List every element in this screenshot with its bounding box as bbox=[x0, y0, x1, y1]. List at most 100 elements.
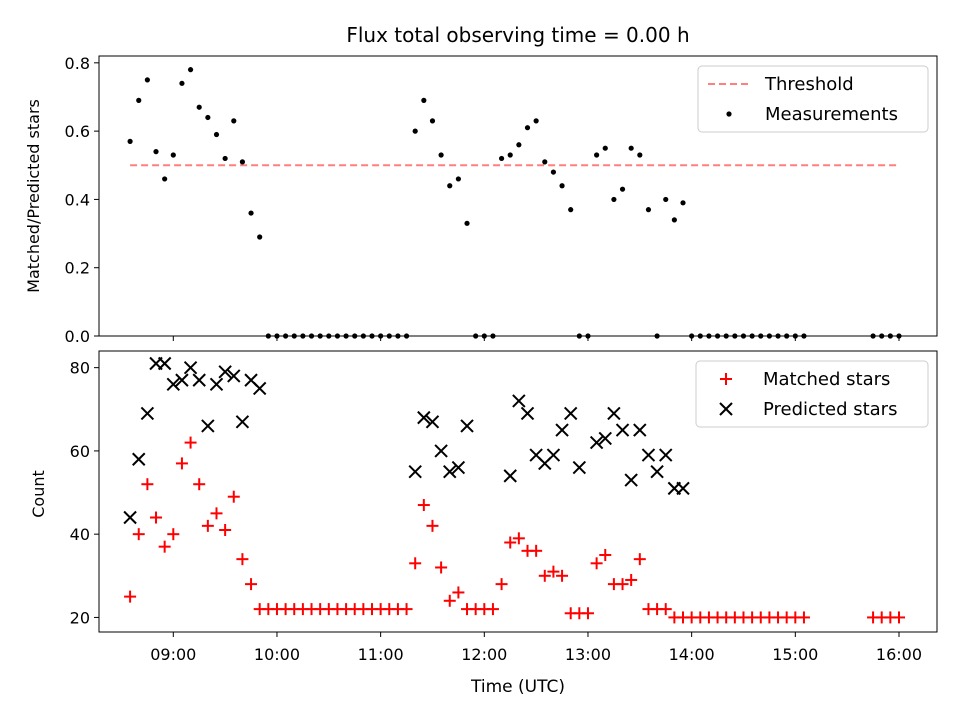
matched-star-point bbox=[452, 586, 465, 599]
predicted-star-point bbox=[676, 481, 690, 496]
predicted-star-point bbox=[434, 444, 448, 458]
matched-star-point bbox=[210, 507, 223, 520]
measurement-point bbox=[231, 118, 237, 124]
measurement-point bbox=[645, 207, 652, 213]
matched-star-point bbox=[219, 524, 232, 537]
bottom-y-ticks: 20 40 60 80 bbox=[70, 359, 99, 627]
top-title: Flux total observing time = 0.00 h bbox=[346, 23, 689, 47]
measurement-point bbox=[127, 138, 133, 144]
matched-star-point bbox=[409, 557, 422, 570]
predicted-star-point bbox=[615, 423, 630, 437]
predicted-star-point bbox=[218, 365, 232, 379]
bottom-x-tick-label: 12:00 bbox=[461, 645, 507, 664]
measurement-point bbox=[594, 152, 600, 158]
matched-star-point bbox=[175, 457, 188, 470]
bottom-x-tick-label: 09:00 bbox=[150, 645, 196, 664]
bottom-y-tick-label: 40 bbox=[70, 525, 90, 544]
top-y-ticks: 0.0 0.2 0.4 0.6 0.8 bbox=[65, 54, 99, 346]
measurement-point bbox=[524, 125, 531, 131]
predicted-star-point bbox=[589, 435, 604, 450]
measurement-point bbox=[680, 200, 686, 206]
matched-star-point bbox=[556, 569, 569, 582]
measurement-point bbox=[542, 159, 548, 165]
matched-star-point bbox=[150, 511, 163, 524]
predicted-star-point bbox=[227, 369, 241, 383]
bottom-x-tick-label: 15:00 bbox=[772, 645, 818, 664]
bottom-y-tick-label: 20 bbox=[70, 608, 90, 627]
predicted-star-point bbox=[520, 406, 535, 421]
measurement-point bbox=[611, 196, 617, 203]
top-axes-frame bbox=[98, 55, 938, 337]
measurement-point bbox=[550, 169, 557, 175]
matched-star-point bbox=[486, 603, 499, 616]
matched-star-point bbox=[417, 499, 430, 512]
matched-star-point bbox=[201, 519, 214, 532]
legend-predicted-marker bbox=[719, 402, 733, 416]
matched-star-point bbox=[426, 519, 439, 532]
predicted-star-point bbox=[451, 460, 466, 475]
top-legend-box bbox=[697, 65, 929, 133]
measurement-point bbox=[136, 97, 142, 103]
measurement-point bbox=[162, 176, 168, 182]
measurement-point bbox=[438, 152, 444, 158]
predicted-star-point bbox=[598, 431, 612, 446]
measurement-point bbox=[455, 176, 461, 182]
predicted-star-point bbox=[460, 419, 474, 433]
measurement-point bbox=[602, 145, 608, 151]
measurement-point bbox=[213, 131, 220, 138]
matched-star-point bbox=[547, 565, 560, 578]
measurement-point bbox=[671, 217, 677, 223]
legend-matched-label: Matched stars bbox=[763, 369, 890, 390]
measurement-point bbox=[559, 183, 565, 189]
predicted-star-point bbox=[157, 356, 172, 371]
bottom-legend: Matched stars Predicted stars bbox=[695, 360, 929, 428]
bottom-x-ticks: 09:00 10:00 11:00 12:00 13:00 14:00 15:00 16:00 bbox=[150, 632, 922, 664]
predicted-star-point bbox=[175, 373, 189, 387]
predicted-star-point bbox=[252, 381, 267, 396]
matched-star-point bbox=[659, 603, 672, 616]
top-y-tick-label: 0.2 bbox=[65, 259, 90, 278]
predicted-star-point bbox=[650, 465, 664, 479]
measurement-point bbox=[179, 80, 185, 86]
measurement-point bbox=[248, 210, 254, 216]
predicted-star-point bbox=[235, 415, 250, 429]
matched-star-point bbox=[538, 569, 551, 582]
legend-matched-marker bbox=[720, 373, 732, 385]
measurement-point bbox=[222, 155, 228, 162]
predicted-star-point bbox=[546, 448, 561, 462]
top-ylabel: Matched/Predicted stars bbox=[24, 99, 43, 293]
predicted-star-point bbox=[443, 465, 457, 479]
measurement-point bbox=[637, 152, 643, 158]
bottom-x-tick-label: 11:00 bbox=[358, 645, 404, 664]
predicted-star-point bbox=[572, 460, 587, 475]
matched-star-point bbox=[625, 573, 638, 586]
matched-star-point bbox=[530, 544, 543, 557]
top-y-tick-label: 0.4 bbox=[65, 190, 90, 209]
matched-star-point bbox=[167, 528, 180, 541]
predicted-star-point bbox=[123, 510, 137, 525]
matched-star-point bbox=[124, 590, 137, 603]
matched-star-point bbox=[599, 548, 612, 561]
bottom-axes-frame bbox=[98, 350, 938, 633]
predicted-star-point bbox=[166, 377, 181, 392]
matched-star-point bbox=[245, 578, 258, 591]
matched-star-point bbox=[797, 611, 810, 624]
matched-star-point bbox=[132, 528, 145, 541]
bottom-plot-area bbox=[123, 356, 905, 624]
matched-star-point bbox=[504, 536, 517, 549]
measurement-point bbox=[187, 67, 194, 73]
measurement-point bbox=[257, 234, 263, 240]
predicted-star-point bbox=[183, 360, 198, 375]
matched-star-point bbox=[495, 578, 508, 591]
measurement-point bbox=[568, 207, 574, 213]
matched-star-point bbox=[158, 540, 171, 553]
top-y-tick-label: 0.6 bbox=[65, 122, 90, 141]
predicted-star-point bbox=[140, 406, 155, 421]
predicted-star-point bbox=[408, 465, 422, 479]
bottom-x-tick-label: 10:00 bbox=[254, 645, 300, 664]
matched-star-point bbox=[141, 478, 154, 491]
measurement-point bbox=[153, 149, 159, 155]
predicted-star-point bbox=[555, 423, 569, 437]
measurement-point bbox=[507, 152, 513, 158]
bottom-x-tick-label: 16:00 bbox=[876, 645, 922, 664]
